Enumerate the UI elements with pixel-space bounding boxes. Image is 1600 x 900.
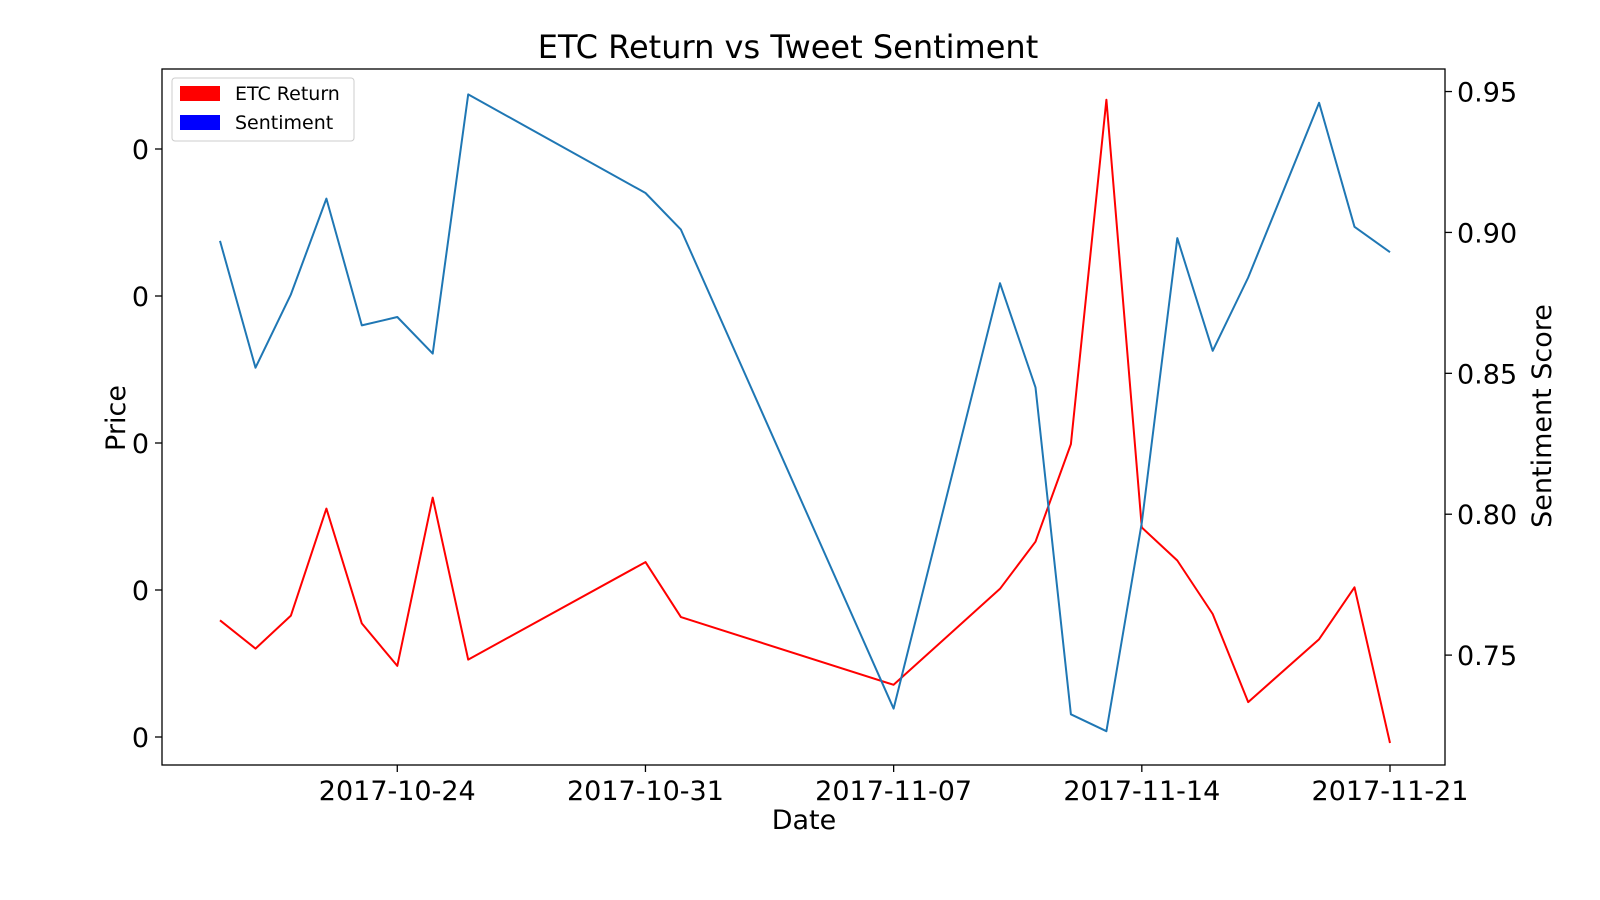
- legend: ETC Return Sentiment: [171, 77, 355, 142]
- x-tick-label: 2017-11-07: [815, 776, 972, 807]
- left-y-tick-label: 0: [132, 576, 149, 607]
- left-y-tick-label: 0: [132, 429, 149, 460]
- x-tick-label: 2017-10-24: [319, 776, 476, 807]
- legend-label-etc-return: ETC Return: [235, 83, 340, 105]
- series-layer: [219, 93, 1391, 744]
- x-tick-label: 2017-11-21: [1312, 776, 1469, 807]
- left-y-tick-label: 0: [132, 723, 149, 754]
- left-y-tick-label: 0: [132, 282, 149, 313]
- right-y-axis: 0.75 0.80 0.85 0.90 0.95: [1445, 78, 1517, 672]
- x-axis-label: Date: [772, 805, 837, 836]
- x-tick-label: 2017-11-14: [1063, 776, 1220, 807]
- x-axis: 2017-10-24 2017-10-31 2017-11-07 2017-11-14…: [319, 765, 1469, 807]
- plot-frame: [161, 68, 1446, 766]
- right-y-tick-label: 0.85: [1457, 359, 1517, 390]
- right-y-tick-label: 0.75: [1457, 641, 1517, 672]
- left-y-axis-label: Price: [101, 385, 132, 451]
- legend-label-sentiment: Sentiment: [235, 112, 333, 134]
- right-y-tick-label: 0.80: [1457, 500, 1517, 531]
- right-y-axis-label: Sentiment Score: [1527, 304, 1558, 528]
- series-line-sentiment: [219, 93, 1391, 733]
- legend-swatch-etc-return: [180, 86, 220, 101]
- left-y-axis: 0 0 0 0 0: [132, 135, 162, 754]
- chart-title: ETC Return vs Tweet Sentiment: [538, 28, 1038, 66]
- right-y-tick-label: 0.95: [1457, 78, 1517, 109]
- legend-swatch-sentiment: [180, 115, 220, 130]
- left-y-tick-label: 0: [132, 135, 149, 166]
- series-line-etc-return: [219, 98, 1391, 744]
- right-y-tick-label: 0.90: [1457, 218, 1517, 249]
- x-tick-label: 2017-10-31: [567, 776, 724, 807]
